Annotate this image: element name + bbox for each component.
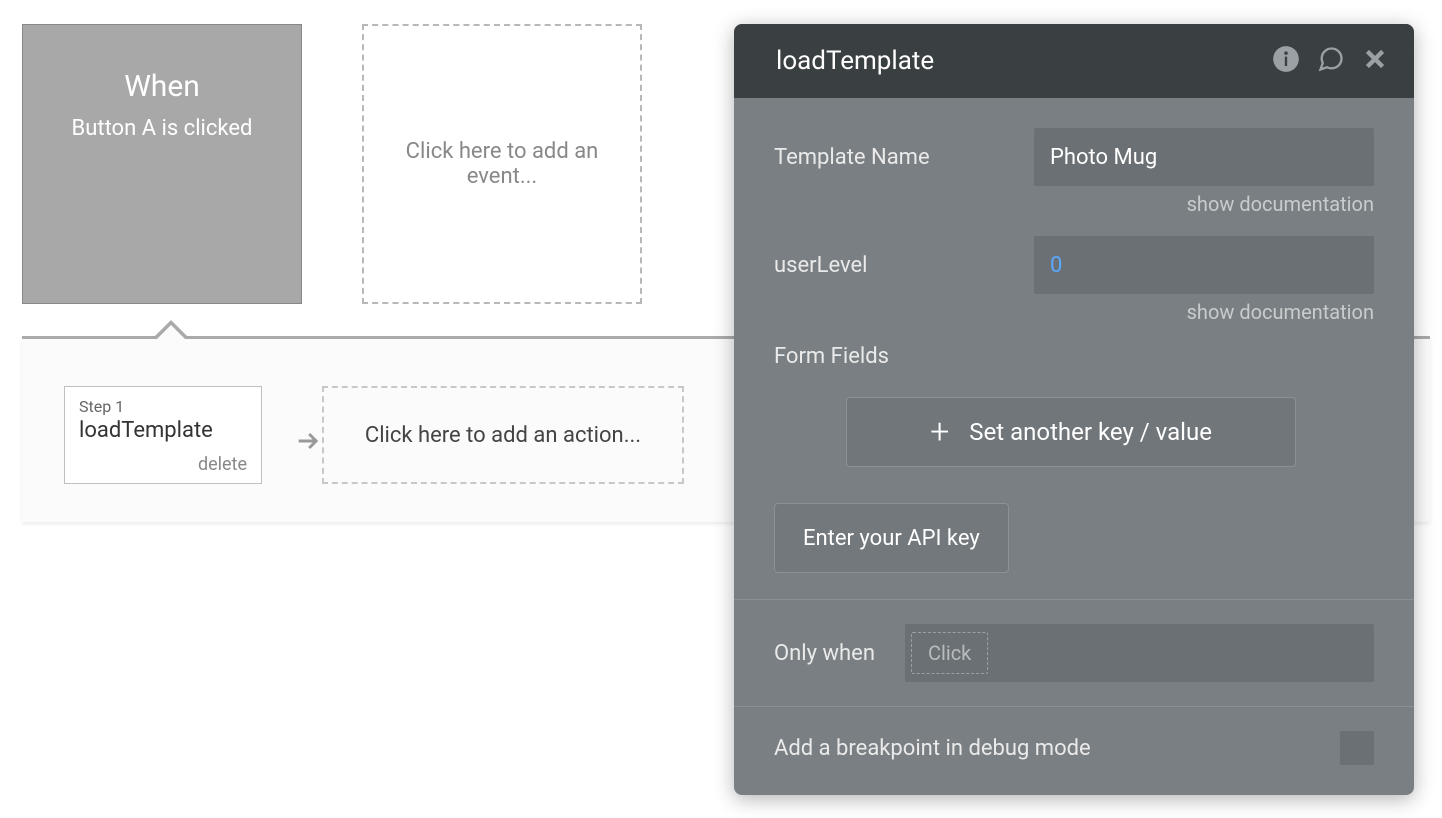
panel-body: Template Name Photo Mug show documentati…: [734, 98, 1414, 599]
set-key-value-button[interactable]: + Set another key / value: [846, 397, 1296, 467]
property-panel: loadTemplate Template Name Photo Mug sho…: [734, 24, 1414, 795]
event-trigger-block[interactable]: When Button A is clicked: [22, 24, 302, 304]
user-level-label: userLevel: [774, 253, 1034, 278]
api-key-button[interactable]: Enter your API key: [774, 503, 1009, 573]
panel-header-icons: [1272, 45, 1388, 77]
template-name-doc-link[interactable]: show documentation: [774, 192, 1374, 216]
step-box[interactable]: Step 1 loadTemplate delete: [64, 386, 262, 484]
only-when-label: Only when: [774, 641, 875, 666]
step-label: Step 1: [79, 397, 247, 416]
plus-icon: +: [930, 415, 949, 449]
template-name-input[interactable]: Photo Mug: [1034, 128, 1374, 186]
api-key-text: Enter your API key: [803, 526, 980, 551]
only-when-row: Only when Click: [734, 599, 1414, 706]
add-action-text: Click here to add an action...: [365, 423, 641, 448]
field-row-template-name: Template Name Photo Mug: [774, 128, 1374, 186]
add-event-placeholder[interactable]: Click here to add an event...: [362, 24, 642, 304]
set-kv-text: Set another key / value: [969, 418, 1212, 446]
breakpoint-label: Add a breakpoint in debug mode: [774, 736, 1340, 761]
template-name-label: Template Name: [774, 145, 1034, 170]
user-level-doc-link[interactable]: show documentation: [774, 300, 1374, 324]
only-when-chip[interactable]: Click: [911, 632, 988, 674]
breakpoint-checkbox[interactable]: [1340, 731, 1374, 765]
event-subtitle: Button A is clicked: [72, 116, 253, 141]
step-delete-link[interactable]: delete: [198, 454, 247, 475]
user-level-input[interactable]: 0: [1034, 236, 1374, 294]
panel-title: loadTemplate: [776, 46, 1272, 76]
comment-icon[interactable]: [1316, 45, 1346, 77]
step-name: loadTemplate: [79, 418, 247, 443]
field-row-user-level: userLevel 0: [774, 236, 1374, 294]
add-event-text: Click here to add an event...: [394, 139, 610, 189]
info-icon[interactable]: [1272, 45, 1300, 77]
panel-header: loadTemplate: [734, 24, 1414, 98]
form-fields-label: Form Fields: [774, 344, 1374, 369]
breakpoint-row: Add a breakpoint in debug mode: [734, 706, 1414, 795]
event-notch-inner: [156, 325, 186, 340]
add-action-placeholder[interactable]: Click here to add an action...: [322, 386, 684, 484]
close-icon[interactable]: [1362, 46, 1388, 76]
only-when-input[interactable]: Click: [905, 624, 1374, 682]
event-title: When: [124, 69, 200, 104]
